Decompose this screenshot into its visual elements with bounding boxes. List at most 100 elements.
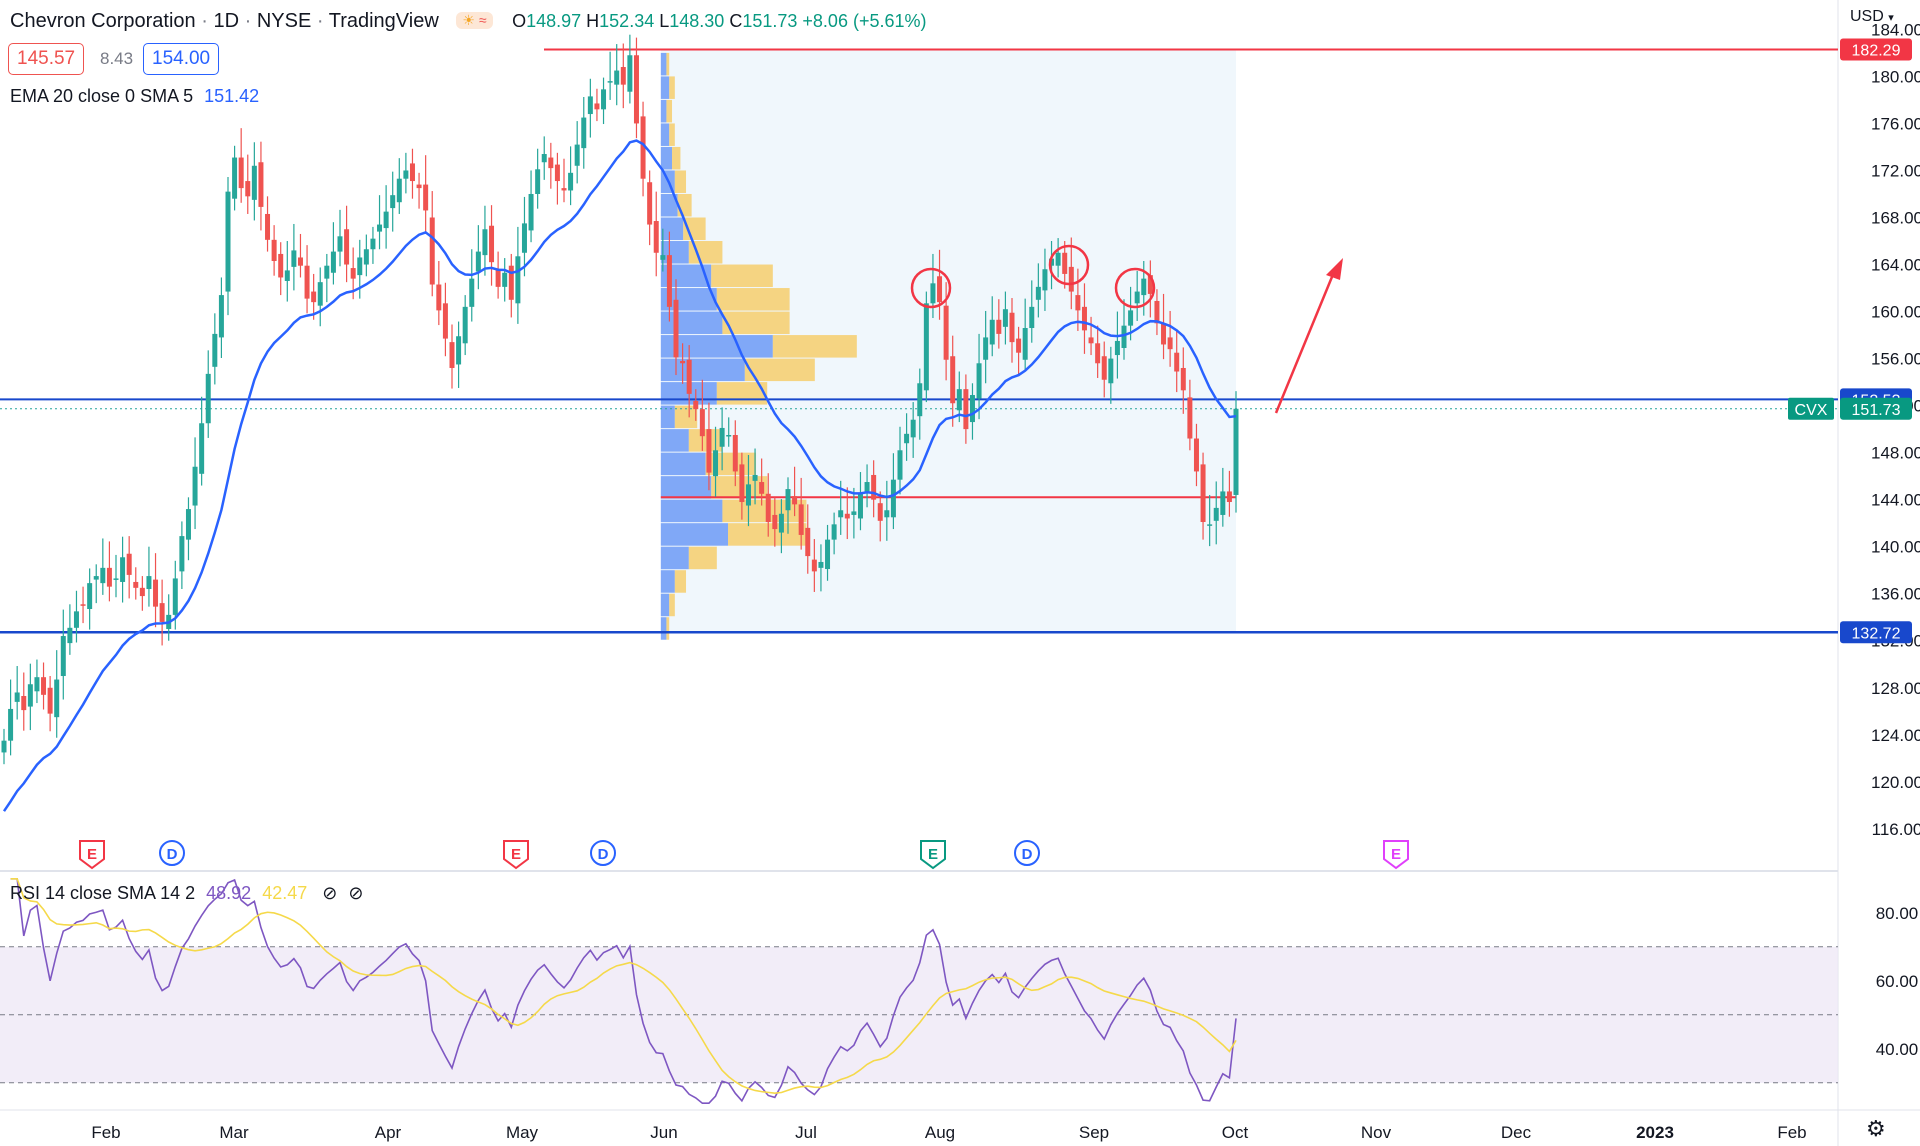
candle-body	[620, 67, 626, 85]
volume-profile-bar-down	[674, 570, 687, 593]
candle-body	[805, 527, 811, 557]
candle-body	[350, 268, 356, 279]
sell-price-button[interactable]: 145.57	[8, 43, 85, 75]
rsi-y-tick-label: 60.00	[1876, 972, 1919, 991]
candle-body	[778, 513, 784, 533]
candle-body	[831, 524, 837, 540]
volume-profile-bar-down	[666, 617, 670, 640]
volume-profile-bar-down	[674, 170, 687, 193]
candle-body	[680, 360, 686, 364]
event-marker-label: D	[598, 846, 609, 863]
rsi-legend[interactable]: RSI 14 close SMA 14 2 48.92 42.47 ⊘ ⊘	[10, 883, 363, 904]
candle-body	[857, 492, 863, 519]
y-tick-label: 172.00	[1871, 161, 1920, 180]
price-axis-label: 132.72	[1852, 625, 1901, 642]
candle-body	[1095, 343, 1101, 364]
volume-profile-bar-up	[660, 499, 723, 523]
y-tick-label: 124.00	[1871, 726, 1920, 745]
candle-body	[877, 503, 883, 521]
candle-body	[1068, 266, 1074, 292]
candle-body	[989, 319, 995, 345]
candle-body	[377, 224, 383, 232]
hidden-input-icon[interactable]: ⊘	[322, 883, 338, 903]
candle-body	[1233, 408, 1239, 495]
x-tick-label: Jun	[650, 1123, 677, 1142]
candle-body	[126, 553, 132, 575]
candle-body	[785, 489, 791, 511]
volume-profile-bar-up	[660, 76, 670, 99]
candle-body	[265, 213, 271, 240]
candle-body	[515, 256, 521, 304]
rsi-sma-value: 42.47	[262, 883, 308, 903]
candle-body	[1167, 337, 1173, 350]
ema-line	[2, 139, 1237, 812]
candle-body	[1200, 464, 1206, 522]
candle-body	[146, 576, 152, 590]
candle-body	[607, 81, 613, 83]
y-tick-label: 164.00	[1871, 256, 1920, 275]
candle-body	[969, 395, 975, 423]
candle-body	[548, 157, 554, 169]
market-status-icon[interactable]: ☀ ≈	[456, 12, 493, 29]
volume-profile-bar-down	[722, 311, 790, 335]
candle-body	[798, 504, 804, 535]
candle-body	[745, 484, 751, 506]
candle-body	[851, 511, 857, 515]
volume-profile-bar-down	[744, 358, 815, 382]
earnings-marker	[79, 840, 105, 870]
y-tick-label: 136.00	[1871, 585, 1920, 604]
ema-label: EMA 20 close 0 SMA 5	[10, 86, 194, 106]
candle-body	[614, 70, 620, 85]
gear-icon[interactable]: ⚙	[1866, 1116, 1886, 1141]
candle-body	[554, 164, 560, 182]
candle-body	[475, 251, 481, 272]
candle-body	[568, 172, 574, 191]
candle-body	[258, 162, 264, 207]
volume-profile-bar-up	[660, 52, 667, 76]
y-tick-label: 168.00	[1871, 209, 1920, 228]
candle-body	[601, 89, 607, 110]
volume-profile-bar-down	[669, 76, 675, 99]
candle-body	[429, 217, 435, 285]
currency-selector[interactable]: USD ▾	[1850, 8, 1894, 26]
candle-body	[963, 389, 969, 430]
ema-legend[interactable]: EMA 20 close 0 SMA 5 151.42	[10, 86, 259, 107]
interval[interactable]: 1D	[213, 10, 240, 32]
x-tick-label: 2023	[1636, 1123, 1674, 1142]
earnings-marker	[920, 840, 946, 870]
x-tick-label: Feb	[1777, 1123, 1806, 1142]
buy-price-button[interactable]: 154.00	[143, 43, 220, 75]
x-tick-label: May	[506, 1123, 539, 1142]
candle-body	[469, 278, 475, 307]
candle-body	[34, 677, 40, 692]
candle-body	[871, 474, 877, 500]
price-axis-label: 151.73	[1852, 402, 1901, 419]
platform: TradingView	[328, 10, 439, 32]
candle-body	[106, 567, 112, 587]
candle-body	[1187, 397, 1193, 439]
candle-body	[409, 163, 415, 182]
volume-profile-bar-down	[711, 264, 773, 288]
volume-profile-bar-down	[666, 99, 673, 123]
candle-body	[245, 181, 251, 197]
candle-body	[133, 581, 139, 588]
rsi-line	[10, 877, 1237, 1104]
x-tick-label: Sep	[1079, 1123, 1109, 1142]
price-axis-label-bg	[1840, 397, 1912, 420]
hidden-input-icon-2[interactable]: ⊘	[348, 883, 364, 903]
x-tick-label: Feb	[91, 1123, 120, 1142]
y-tick-label: 144.00	[1871, 491, 1920, 510]
candle-body	[284, 270, 290, 281]
candle-body	[449, 342, 455, 368]
candle-body	[218, 295, 224, 338]
candle-body	[21, 696, 27, 711]
candle-body	[159, 603, 165, 622]
ema-value: 151.42	[204, 86, 260, 106]
candle-body	[792, 496, 798, 505]
volume-profile-bar-up	[660, 452, 706, 476]
symbol-name[interactable]: Chevron Corporation	[10, 10, 196, 32]
volume-profile-bar-down	[722, 499, 807, 523]
candle-body	[660, 255, 666, 260]
